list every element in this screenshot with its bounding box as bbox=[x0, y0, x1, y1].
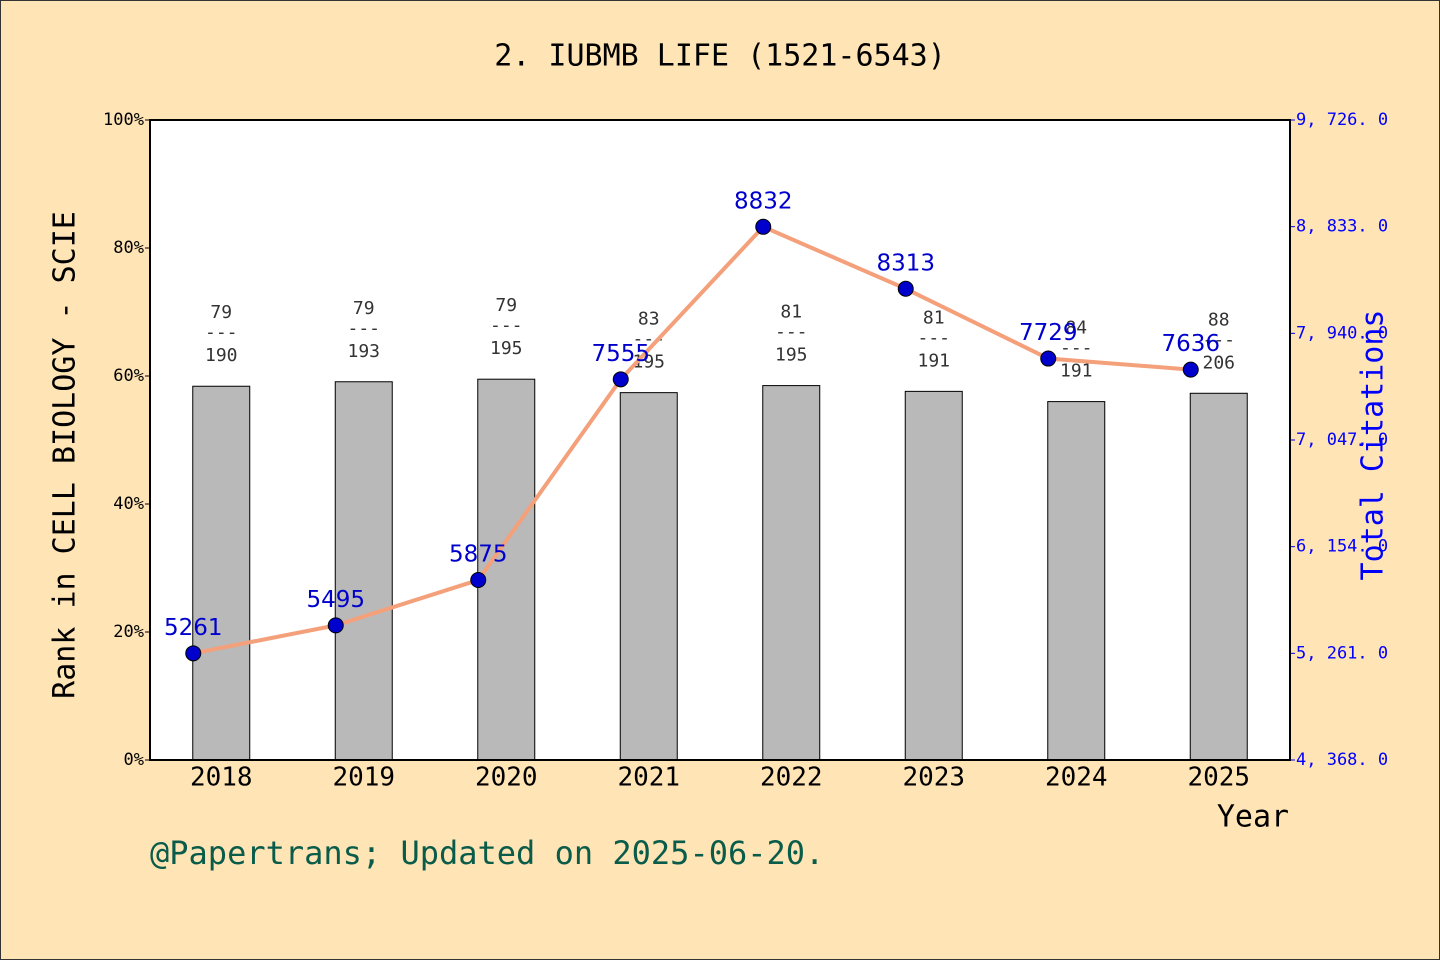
bar-rank-label: 81 bbox=[780, 302, 802, 323]
line bbox=[192, 224, 1191, 656]
bar-total-label: 195 bbox=[775, 345, 808, 366]
bar-total-label: 191 bbox=[917, 350, 950, 371]
x-tick-label: 2020 bbox=[475, 763, 538, 793]
line-point bbox=[612, 371, 629, 388]
line-point bbox=[755, 218, 772, 235]
bar-rank-label: 79 bbox=[353, 298, 375, 319]
y-tick-label: 100% bbox=[103, 110, 144, 130]
y-axis-label: Rank in CELL BIOLOGY - SCIE bbox=[48, 211, 83, 699]
bar-separator: --- bbox=[347, 318, 380, 339]
line-value-label: 7729 bbox=[1019, 320, 1078, 346]
y-tick-label: 0% bbox=[124, 750, 144, 770]
bar-rank-label: 83 bbox=[638, 309, 660, 330]
line-point bbox=[1040, 350, 1057, 367]
line-point bbox=[1182, 361, 1199, 378]
y2-tick-label: 8, 833. 0 bbox=[1296, 217, 1388, 237]
x-tick-label: 2021 bbox=[617, 763, 680, 793]
bar-total-label: 191 bbox=[1060, 361, 1093, 382]
bar-total-label: 190 bbox=[205, 345, 238, 366]
bar-rank-label: 79 bbox=[210, 302, 232, 323]
bar-total-label: 206 bbox=[1202, 352, 1235, 373]
y-tick-label: 40% bbox=[113, 494, 144, 514]
line-point bbox=[897, 280, 914, 297]
bar-separator: --- bbox=[632, 329, 665, 350]
plot-area bbox=[150, 120, 1290, 760]
line-value-label: 5875 bbox=[449, 541, 508, 567]
line-point bbox=[327, 617, 344, 634]
y2-tick-label: 5, 261. 0 bbox=[1296, 643, 1388, 663]
y-tick-label: 20% bbox=[113, 622, 144, 642]
bar-rank-label: 79 bbox=[495, 295, 517, 316]
bar-separator: --- bbox=[1060, 338, 1093, 359]
bar-rank-label: 81 bbox=[923, 307, 945, 328]
x-tick-label: 2019 bbox=[332, 763, 395, 793]
y-tick-label: 60% bbox=[113, 366, 144, 386]
line-value-label: 8832 bbox=[734, 188, 793, 214]
x-axis-label: Year bbox=[1217, 800, 1289, 835]
bar bbox=[619, 392, 678, 761]
x-tick-label: 2023 bbox=[902, 763, 965, 793]
y2-tick-label: 6, 154. 0 bbox=[1296, 537, 1388, 557]
bar-separator: --- bbox=[1202, 329, 1235, 350]
chart-title: 2. IUBMB LIFE (1521-6543) bbox=[494, 39, 946, 74]
y2-tick-label: 7, 047. 0 bbox=[1296, 430, 1388, 450]
bar-separator: --- bbox=[205, 322, 238, 343]
bar-total-label: 193 bbox=[347, 341, 380, 362]
y-tick-label: 80% bbox=[113, 238, 144, 258]
line-value-label: 5495 bbox=[306, 587, 365, 613]
bar bbox=[1189, 392, 1248, 761]
bar-separator: --- bbox=[775, 322, 808, 343]
line-value-label: 7555 bbox=[591, 341, 650, 367]
bar-rank-label: 88 bbox=[1208, 309, 1230, 330]
line-value-label: 7636 bbox=[1161, 331, 1220, 357]
x-tick-label: 2018 bbox=[190, 763, 253, 793]
plot-frame bbox=[149, 119, 1291, 761]
y2-tick-label: 7, 940. 0 bbox=[1296, 323, 1388, 343]
line-point bbox=[185, 645, 202, 662]
x-tick-label: 2025 bbox=[1187, 763, 1250, 793]
line-value-label: 5261 bbox=[164, 615, 223, 641]
bar-rank-label: 84 bbox=[1065, 318, 1087, 339]
bar-separator: --- bbox=[917, 327, 950, 348]
x-tick-label: 2022 bbox=[760, 763, 823, 793]
line-value-label: 8313 bbox=[876, 250, 935, 276]
bar-separator: --- bbox=[490, 315, 523, 336]
bar bbox=[762, 385, 821, 761]
footer: @Papertrans; Updated on 2025-06-20. bbox=[150, 834, 824, 872]
bar bbox=[1047, 401, 1106, 761]
y2-tick-label: 4, 368. 0 bbox=[1296, 750, 1388, 770]
bar-total-label: 195 bbox=[490, 338, 523, 359]
y2-tick-label: 9, 726. 0 bbox=[1296, 110, 1388, 130]
line-point bbox=[470, 571, 487, 588]
bar bbox=[192, 385, 251, 761]
bar bbox=[904, 390, 963, 761]
x-tick-label: 2024 bbox=[1045, 763, 1108, 793]
bar bbox=[334, 381, 393, 761]
y2-axis-label: Total Citations bbox=[1356, 310, 1391, 581]
